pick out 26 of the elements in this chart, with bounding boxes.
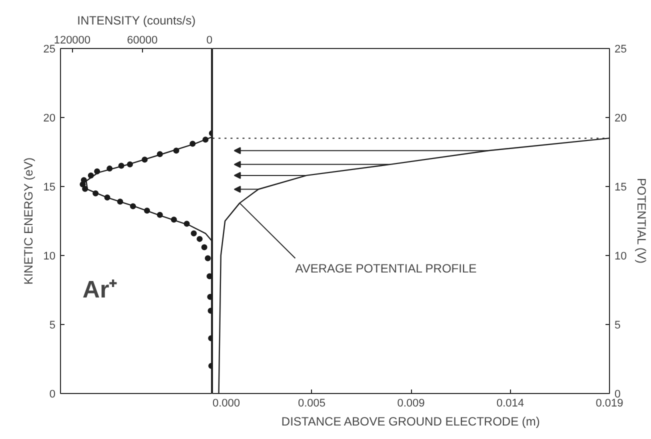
x-tick-label: 0.000 (212, 398, 240, 410)
y-axis-title: POTENTIAL (V) (634, 178, 649, 264)
annotation: Ar⁺ (82, 276, 118, 304)
y-axis-title: KINETIC ENERGY (eV) (21, 158, 36, 285)
x-axis-title: INTENSITY (counts/s) (77, 14, 196, 28)
x-tick-label: 0 (206, 34, 213, 46)
x-tick-label: 120000 (54, 34, 91, 46)
y-tick-label: 10 (614, 250, 627, 262)
y-tick-label: 25 (614, 44, 627, 56)
x-axis-title: DISTANCE ABOVE GROUND ELECTRODE (m) (281, 414, 540, 428)
x-tick-label: 0.005 (298, 398, 326, 410)
y-tick-label: 15 (43, 182, 56, 194)
y-tick-label: 20 (43, 112, 56, 124)
y-tick-label: 10 (43, 250, 56, 262)
x-tick-label: 0.019 (596, 398, 624, 410)
y-tick-label: 0 (614, 388, 621, 400)
y-tick-label: 5 (49, 320, 56, 332)
y-tick-label: 5 (614, 320, 621, 332)
x-tick-label: 60000 (127, 34, 158, 46)
y-tick-label: 20 (614, 112, 627, 124)
y-tick-label: 25 (43, 44, 56, 56)
y-tick-label: 15 (614, 182, 627, 194)
annotation: AVERAGE POTENTIAL PROFILE (295, 262, 477, 276)
x-tick-label: 0.014 (496, 398, 524, 410)
x-tick-label: 0.009 (397, 398, 425, 410)
y-tick-label: 0 (49, 388, 56, 400)
